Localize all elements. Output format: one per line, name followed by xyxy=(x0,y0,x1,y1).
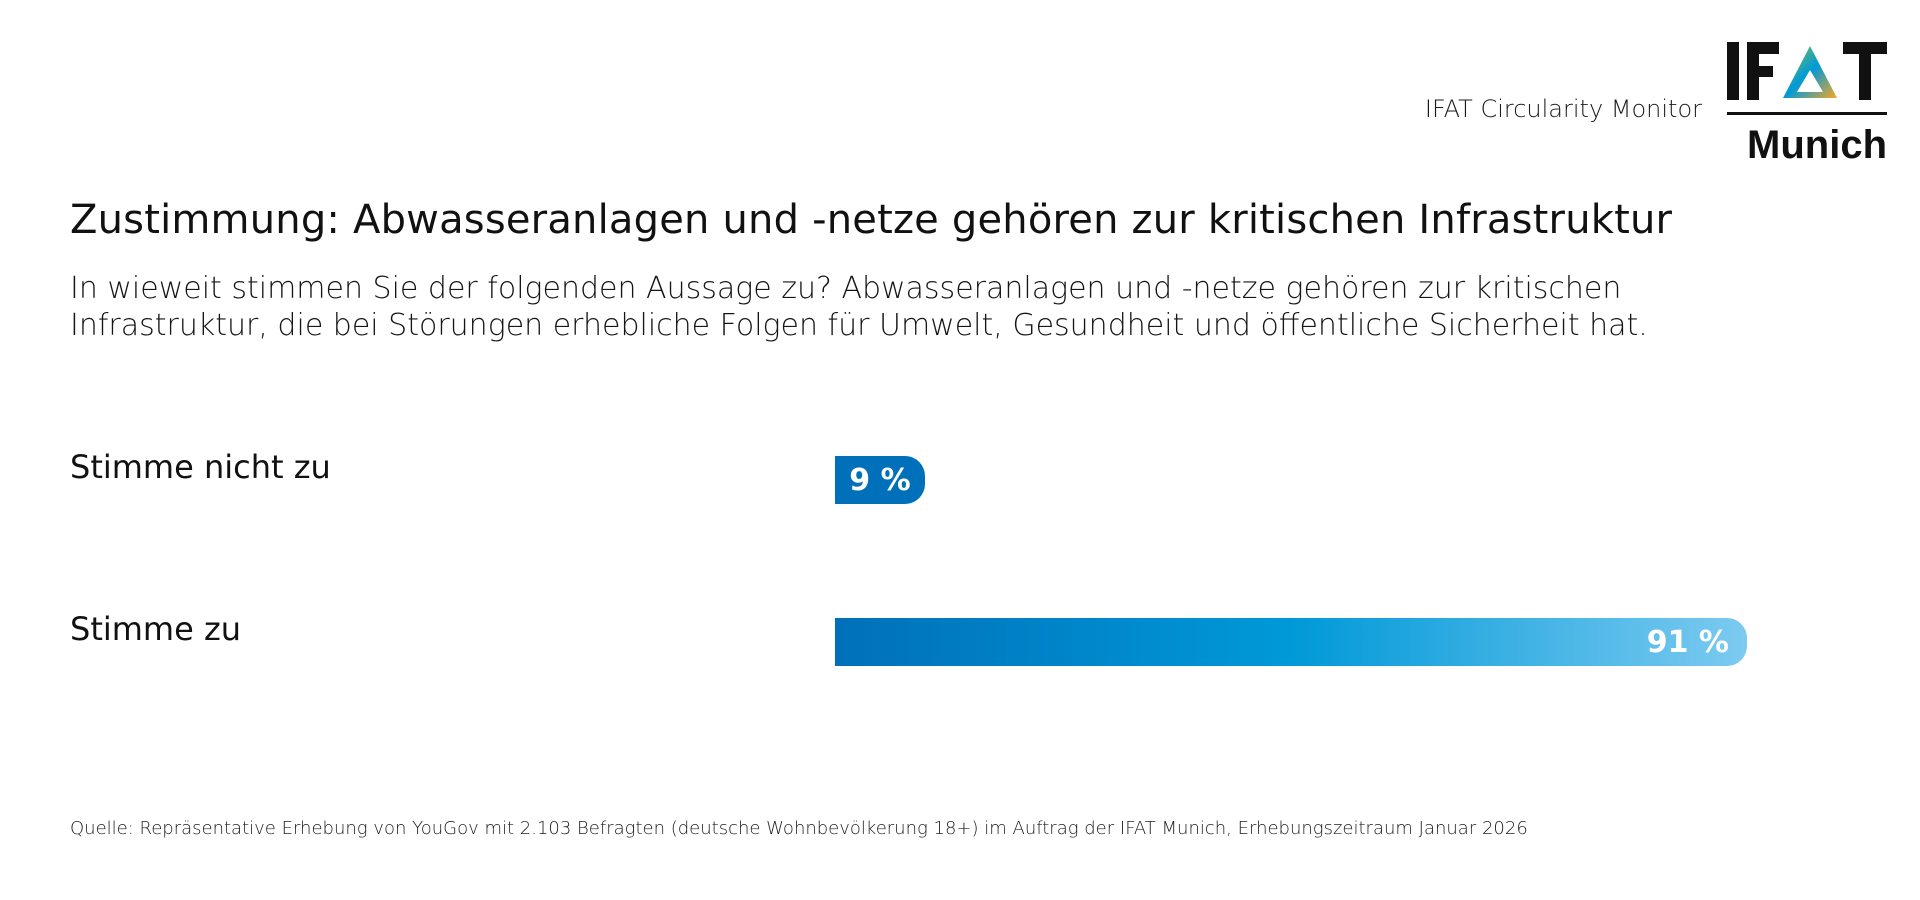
ifat-munich-logo: Munich xyxy=(1725,40,1890,165)
source-note: Quelle: Repräsentative Erhebung von YouG… xyxy=(70,818,1528,839)
category-label: Stimme zu xyxy=(70,610,242,648)
bar: 9 % xyxy=(835,456,925,504)
logo-wordmark-munich: Munich xyxy=(1747,123,1887,165)
bar-value-label: 9 % xyxy=(849,462,911,498)
bar-value-label: 91 % xyxy=(1646,624,1729,660)
bar: 91 % xyxy=(835,618,1747,666)
category-label: Stimme nicht zu xyxy=(70,448,331,486)
chart-title: Zustimmung: Abwasseranlagen und -netze g… xyxy=(70,197,1673,243)
chart-subtitle: In wieweit stimmen Sie der folgenden Aus… xyxy=(70,271,1648,343)
brand-caption: IFAT Circularity Monitor xyxy=(1424,95,1702,123)
